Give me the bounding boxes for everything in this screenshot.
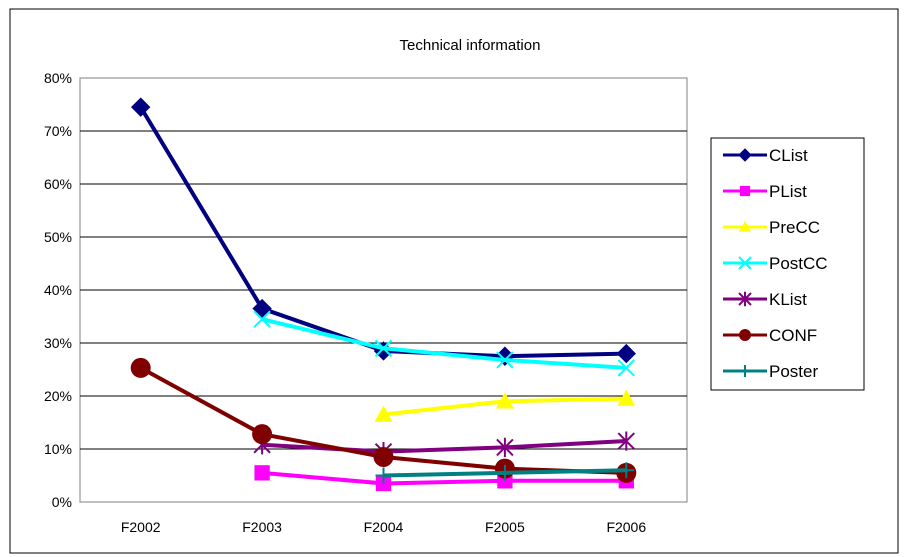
y-tick-label: 40%: [44, 282, 72, 298]
x-tick-label: F2002: [121, 519, 161, 535]
legend-item-plist: PList: [723, 182, 807, 201]
series-poster: [375, 462, 635, 484]
data-point: [739, 185, 751, 197]
series-plist: [254, 465, 634, 492]
data-point: [739, 365, 751, 377]
y-tick-label: 50%: [44, 229, 72, 245]
data-point: [738, 148, 752, 162]
legend-label: Poster: [769, 362, 818, 381]
series-precc: [374, 389, 636, 422]
series-line: [261, 470, 627, 486]
data-point: [252, 298, 272, 319]
data-point: [618, 462, 635, 479]
legend-label: PostCC: [769, 254, 828, 273]
x-tick-label: F2003: [242, 519, 282, 535]
data-point: [252, 424, 273, 445]
data-point: [375, 467, 392, 484]
data-point: [374, 339, 393, 358]
y-tick-label: 20%: [44, 388, 72, 404]
y-tick-label: 0%: [52, 494, 72, 510]
data-point: [617, 389, 636, 406]
data-point: [496, 351, 514, 369]
x-tick-label: F2005: [485, 519, 525, 535]
legend-label: CONF: [769, 326, 817, 345]
legend-label: PList: [769, 182, 807, 201]
y-axis-tick-labels: 0% 10% 20% 30% 40% 50% 60% 70% 80%: [44, 70, 72, 510]
data-point: [495, 392, 514, 409]
data-point: [130, 357, 151, 378]
legend-item-postcc: PostCC: [723, 254, 828, 273]
legend-item-precc: PreCC: [723, 218, 820, 237]
data-point: [617, 431, 636, 451]
data-point: [496, 464, 513, 481]
data-point: [253, 310, 271, 328]
y-tick-label: 80%: [44, 70, 72, 86]
x-axis-tick-labels: F2002 F2003 F2004 F2005 F2006: [121, 519, 647, 535]
legend-label: PreCC: [769, 218, 820, 237]
legend: CList PList PreCC PostCC KList CONF Poster: [723, 146, 828, 381]
data-point: [739, 221, 751, 232]
series-line: [261, 439, 627, 454]
data-point: [617, 359, 636, 377]
data-point: [254, 465, 270, 481]
y-tick-label: 60%: [44, 176, 72, 192]
y-tick-label: 30%: [44, 335, 72, 351]
series-postcc: [253, 310, 636, 377]
chart-title: Technical information: [400, 37, 541, 54]
data-point: [616, 343, 637, 364]
legend-label: CList: [769, 146, 808, 165]
data-point: [374, 405, 393, 422]
legend-item-poster: Poster: [723, 362, 818, 381]
data-point: [130, 97, 151, 117]
series-lines: [130, 97, 637, 492]
data-point: [373, 446, 394, 467]
data-point: [496, 437, 514, 458]
legend-label: KList: [769, 290, 807, 309]
legend-item-clist: CList: [723, 146, 808, 165]
y-tick-label: 10%: [44, 441, 72, 457]
series-line: [261, 317, 627, 370]
x-tick-label: F2006: [606, 519, 646, 535]
y-tick-label: 70%: [44, 123, 72, 139]
data-point: [739, 329, 751, 341]
series-clist: [130, 97, 637, 366]
data-point: [738, 291, 752, 307]
x-tick-label: F2004: [364, 519, 404, 535]
legend-item-klist: KList: [723, 290, 807, 309]
legend-item-conf: CONF: [723, 326, 817, 345]
data-point: [738, 256, 752, 270]
